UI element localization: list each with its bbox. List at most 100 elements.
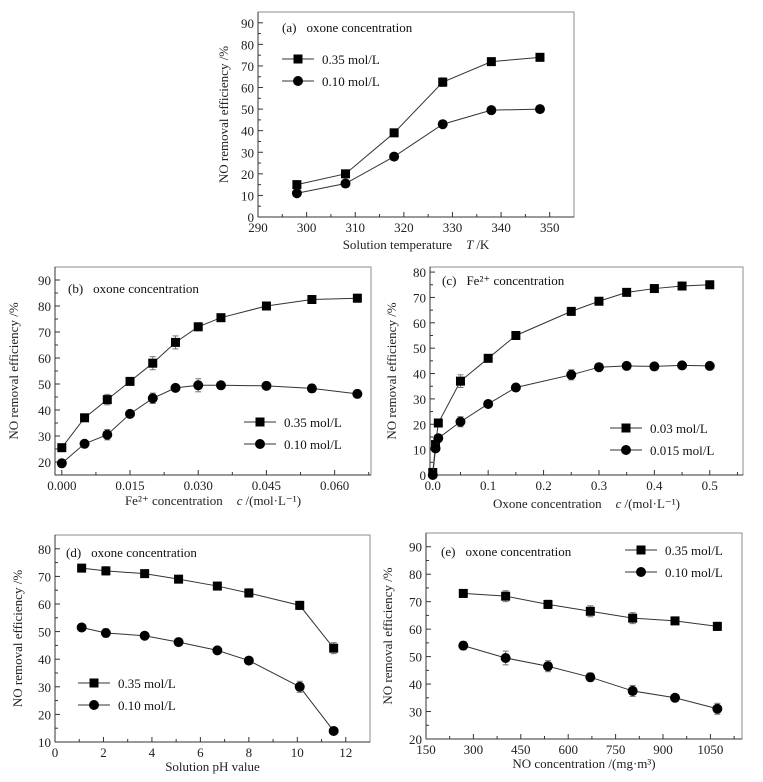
legend-marker-square xyxy=(89,678,99,688)
legend-item: 0.35 mol/L xyxy=(282,52,380,67)
series-line xyxy=(81,626,335,732)
y-tick-label: 60 xyxy=(38,351,51,366)
y-tick-label: 0 xyxy=(248,210,255,225)
series-2 xyxy=(427,360,715,480)
x-tick-label: 300 xyxy=(297,220,317,235)
x-tick-label: 150 xyxy=(416,742,436,757)
legend-marker-circle xyxy=(255,439,265,449)
panel-title: (d) oxone concentration xyxy=(66,545,197,560)
data-point-circle xyxy=(455,416,466,427)
y-tick-label: 20 xyxy=(413,417,426,432)
data-point-square xyxy=(193,322,203,332)
x-tick-label: 0.0 xyxy=(425,478,441,493)
data-point-circle xyxy=(433,433,444,444)
legend-item: 0.10 mol/L xyxy=(282,74,380,89)
x-tick-label: 0.045 xyxy=(252,478,281,493)
legend-marker-square xyxy=(255,417,265,427)
legend-marker-square xyxy=(621,423,631,433)
y-tick-label: 30 xyxy=(413,392,426,407)
series-line xyxy=(81,567,335,649)
data-point-square xyxy=(594,296,604,306)
data-point-circle xyxy=(627,685,638,696)
x-tick-label: 750 xyxy=(606,742,626,757)
data-point-square xyxy=(148,358,158,368)
y-tick-label: 90 xyxy=(38,273,51,288)
legend-item: 0.10 mol/L xyxy=(244,437,342,452)
x-tick-label: 300 xyxy=(464,742,484,757)
y-tick-label: 90 xyxy=(409,540,422,555)
data-point-circle xyxy=(437,119,448,130)
legend-item: 0.35 mol/L xyxy=(244,415,342,430)
x-tick-label: 0.5 xyxy=(702,478,718,493)
y-tick-label: 40 xyxy=(409,677,422,692)
legend-label: 0.03 mol/L xyxy=(650,421,708,436)
data-point-circle xyxy=(510,382,521,393)
x-tick-label: 900 xyxy=(653,742,673,757)
data-point-circle xyxy=(56,458,67,469)
data-point-circle xyxy=(585,672,596,683)
y-tick-label: 50 xyxy=(38,377,51,392)
legend-marker-circle xyxy=(621,445,631,455)
y-tick-label: 90 xyxy=(241,16,254,31)
series-1 xyxy=(458,588,722,632)
y-tick-label: 40 xyxy=(38,403,51,418)
y-tick-label: 70 xyxy=(241,59,254,74)
panel-title: (b) oxone concentration xyxy=(68,281,199,296)
data-point-circle xyxy=(427,470,438,480)
series-1 xyxy=(292,52,545,190)
data-point-circle xyxy=(291,188,302,199)
panel-title: (a) oxone concentration xyxy=(282,20,413,35)
x-tick-label: 0.2 xyxy=(535,478,551,493)
data-point-square xyxy=(433,418,443,428)
y-tick-label: 60 xyxy=(413,316,426,331)
data-point-square xyxy=(57,443,67,453)
data-point-square xyxy=(352,293,362,303)
data-point-circle xyxy=(486,105,497,116)
y-tick-label: 50 xyxy=(409,650,422,665)
x-tick-label: 330 xyxy=(443,220,463,235)
y-tick-label: 10 xyxy=(241,188,254,203)
plot-frame xyxy=(257,11,575,218)
x-tick-label: 310 xyxy=(345,220,365,235)
data-point-square xyxy=(216,313,226,323)
y-tick-label: 80 xyxy=(409,567,422,582)
data-point-circle xyxy=(294,681,305,692)
data-point-square xyxy=(174,574,184,584)
y-tick-label: 50 xyxy=(241,102,254,117)
data-point-circle xyxy=(593,362,604,373)
legend-item: 0.10 mol/L xyxy=(625,565,723,580)
data-point-square xyxy=(566,306,576,316)
data-point-square xyxy=(261,301,271,311)
y-tick-label: 60 xyxy=(409,622,422,637)
series-1 xyxy=(77,563,339,655)
y-axis-label: NO removal efficiency /% xyxy=(10,570,25,707)
data-point-square xyxy=(649,284,659,294)
series-1 xyxy=(57,293,362,453)
y-tick-label: 60 xyxy=(38,597,51,612)
legend-item: 0.03 mol/L xyxy=(610,421,708,436)
x-tick-label: 8 xyxy=(246,745,253,760)
data-point-circle xyxy=(566,369,577,380)
x-tick-label: 0 xyxy=(52,745,59,760)
x-tick-label: 4 xyxy=(149,745,156,760)
series-2 xyxy=(56,378,363,469)
data-point-circle xyxy=(352,388,363,399)
x-tick-label: 450 xyxy=(511,742,531,757)
data-point-circle xyxy=(243,655,254,666)
data-point-square xyxy=(535,52,545,62)
data-point-circle xyxy=(534,104,545,115)
legend-marker-circle xyxy=(89,700,99,710)
data-point-circle xyxy=(340,178,351,189)
data-point-square xyxy=(511,330,521,340)
data-point-circle xyxy=(125,408,136,419)
data-point-square xyxy=(244,588,254,598)
data-point-circle xyxy=(458,640,469,651)
y-tick-label: 50 xyxy=(413,341,426,356)
y-tick-label: 80 xyxy=(38,542,51,557)
x-axis-label: Oxone concentration c/(mol·L⁻¹) xyxy=(493,496,680,511)
data-point-square xyxy=(295,600,305,610)
data-point-circle xyxy=(621,360,632,371)
data-point-square xyxy=(622,287,632,297)
data-point-circle xyxy=(102,429,113,440)
y-tick-label: 40 xyxy=(38,652,51,667)
